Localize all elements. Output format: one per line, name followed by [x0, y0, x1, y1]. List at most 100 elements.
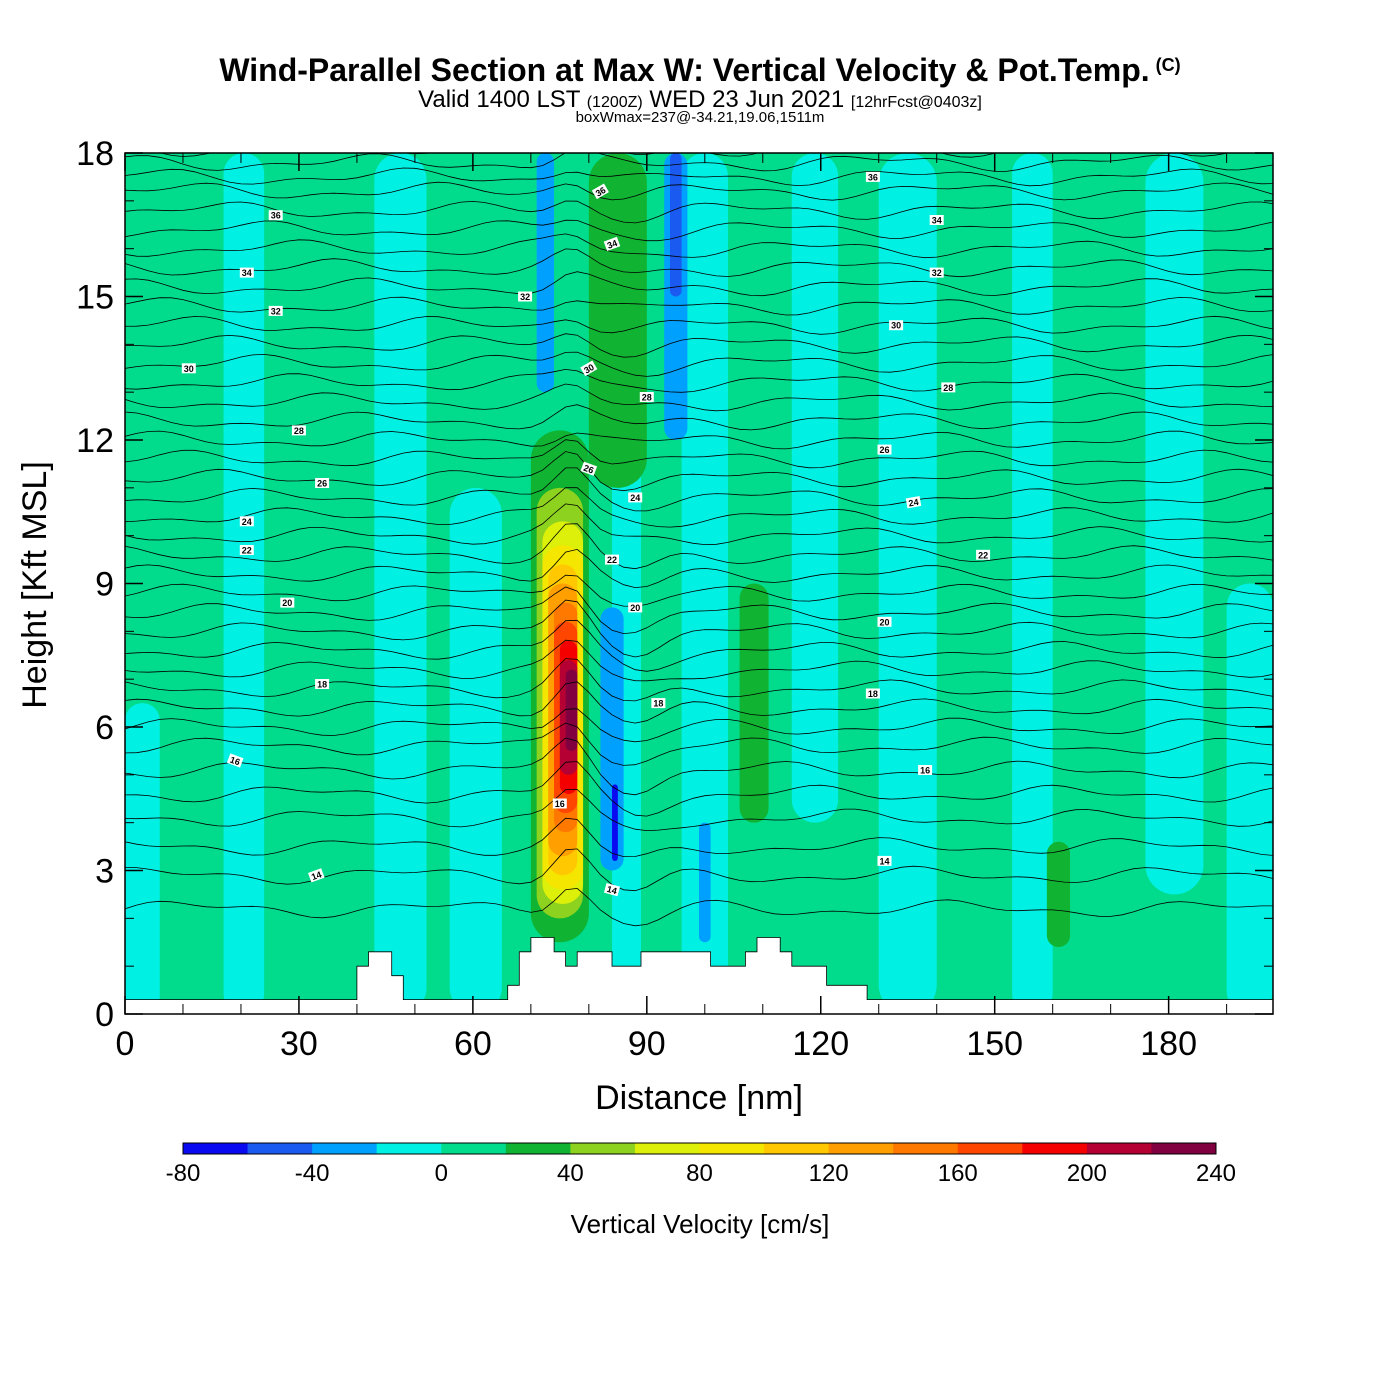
theta-label: 16	[555, 799, 565, 809]
theta-label-box	[603, 882, 621, 897]
theta-contour-15	[125, 789, 1273, 832]
theta-label-group: 36	[591, 183, 609, 200]
theta-label-box	[239, 516, 254, 527]
theta-label-box	[929, 267, 944, 278]
theta-label-group: 22	[605, 554, 619, 565]
colorbar-swatch	[1086, 1143, 1152, 1154]
theta-label-group: 30	[889, 320, 904, 331]
theta-label-group: 16	[552, 798, 567, 809]
forecast-info: [12hrFcst@0403z]	[850, 94, 982, 111]
theta-label: 20	[879, 617, 889, 627]
velocity-cell	[449, 487, 502, 1014]
theta-label-group: 14	[603, 882, 621, 897]
theta-label-box	[877, 616, 892, 627]
theta-contour-34.5	[125, 82, 1273, 100]
theta-label: 22	[607, 555, 617, 565]
theta-contour-26.5	[125, 351, 1273, 377]
theta-contour-labels: 14 14 14 16 16 16 18 18 18 20 20 20 22 22 22 24 24 24 26 26…	[181, 171, 991, 897]
theta-label: 26	[879, 445, 889, 455]
theta-label-box	[239, 267, 254, 278]
theta-label: 16	[920, 766, 930, 776]
theta-label-group: 32	[518, 291, 533, 302]
velocity-cell	[1012, 153, 1053, 1014]
theta-contour-19	[125, 619, 1273, 672]
theta-label: 30	[184, 364, 194, 374]
theta-label-box	[315, 478, 330, 488]
theta-contour-31.5	[125, 167, 1273, 187]
theta-contour-14.5	[125, 817, 1273, 858]
colorbar-tick-label: 120	[809, 1160, 849, 1187]
velocity-cell	[125, 703, 160, 1014]
theta-label-group: 16	[918, 765, 933, 776]
theta-label-box	[580, 461, 598, 476]
x-tick-label: 150	[966, 1025, 1023, 1063]
colorbar-swatch	[312, 1143, 378, 1154]
theta-label: 36	[271, 211, 281, 221]
colorbar-swatch	[893, 1143, 959, 1154]
copyright-mark: (C)	[1155, 55, 1181, 75]
theta-label: 32	[271, 306, 281, 316]
theta-label-group: 18	[315, 679, 330, 690]
theta-label-box	[628, 492, 643, 503]
colorbar-tick-label: 80	[686, 1160, 713, 1187]
theta-label: 18	[653, 699, 663, 709]
theta-label-group: 30	[181, 363, 196, 374]
theta-label-group: 34	[239, 267, 254, 278]
valid-time-line: Valid 1400 LST (1200Z) WED 23 Jun 2021 […	[0, 86, 1400, 114]
theta-label-group: 24	[905, 496, 922, 508]
theta-label: 30	[582, 362, 596, 376]
y-tick-label: 6	[95, 709, 114, 747]
theta-label-box	[268, 305, 283, 316]
theta-contour-31	[125, 181, 1273, 201]
theta-label: 32	[932, 268, 942, 278]
colorbar-swatch	[247, 1143, 313, 1154]
colorbar-swatch	[699, 1143, 765, 1154]
velocity-cell	[739, 583, 769, 823]
box-wmax-info: boxWmax=237@-34.21,19.06,1511m	[575, 109, 825, 126]
theta-label: 20	[282, 598, 292, 608]
velocity-field	[125, 153, 1273, 1014]
theta-label-group: 20	[280, 597, 295, 608]
theta-contour-26	[125, 368, 1273, 393]
colorbar-swatch	[376, 1143, 442, 1154]
theta-label: 24	[242, 517, 252, 527]
theta-label-group: 34	[603, 236, 621, 251]
theta-label: 28	[943, 383, 953, 393]
velocity-cell	[536, 153, 555, 393]
theta-contours	[125, 82, 1273, 927]
theta-contour-32	[125, 153, 1273, 172]
velocity-cell	[699, 822, 711, 943]
theta-label: 30	[891, 321, 901, 331]
velocity-cell	[612, 784, 618, 861]
velocity-cell	[681, 153, 728, 1014]
theta-contour-22	[125, 503, 1273, 546]
theta-label: 34	[932, 216, 942, 226]
theta-label-box	[268, 210, 283, 221]
theta-contour-34	[125, 96, 1273, 116]
theta-label: 36	[868, 172, 878, 182]
colorbar-swatch	[764, 1143, 830, 1154]
theta-contour-16.5	[125, 722, 1273, 766]
theta-contour-30.5	[125, 200, 1273, 224]
theta-label: 14	[310, 869, 323, 882]
theta-contour-15.5	[125, 761, 1273, 817]
y-tick-label: 15	[76, 279, 114, 317]
theta-label-box	[226, 753, 244, 768]
theta-label-group: 20	[877, 616, 892, 627]
y-tick-label: 18	[76, 135, 114, 173]
theta-label-group: 14	[877, 855, 892, 866]
valid-date: WED 23 Jun 2021	[649, 86, 845, 113]
theta-label-group: 22	[976, 549, 991, 560]
theta-label-group: 14	[308, 868, 325, 883]
theta-label-group: 36	[268, 210, 283, 221]
theta-label-box	[941, 382, 956, 393]
colorbar-swatch	[183, 1143, 249, 1154]
x-tick-label: 0	[116, 1025, 135, 1063]
theta-label-box	[877, 855, 892, 866]
colorbar-swatch	[505, 1143, 571, 1154]
colorbar-tick-label: 0	[435, 1160, 448, 1187]
theta-label-box	[865, 171, 880, 182]
theta-label-box	[605, 554, 619, 565]
